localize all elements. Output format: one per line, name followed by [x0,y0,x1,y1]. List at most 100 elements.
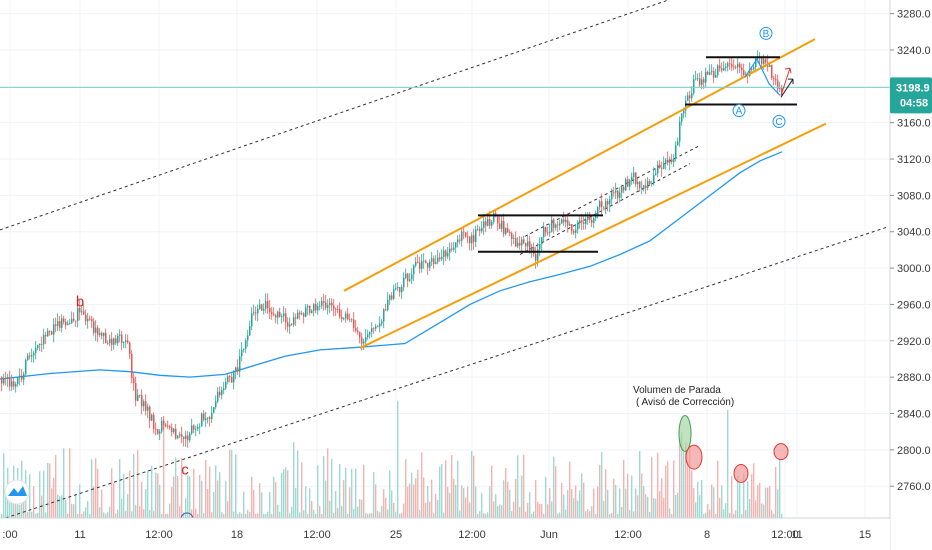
candle-body [297,312,299,319]
candle-body [319,305,321,307]
volume-bar [561,482,563,518]
volume-bar [563,494,565,518]
candle-body [633,172,635,178]
volume-bar [153,510,155,518]
candle-body [43,334,45,345]
volume-bar [717,460,719,518]
volume-bar [87,501,89,518]
x-tick-label: 12:00 [771,529,799,541]
candle-body [479,228,481,232]
volume-bar [207,488,209,518]
candle-body [467,236,469,238]
volume-bar [47,462,49,518]
candle-body [583,222,585,224]
volume-bar [303,510,305,518]
volume-bar [65,499,67,518]
candle-body [181,434,183,437]
candle-body [31,355,33,357]
volume-bar [117,509,119,518]
candle-body [765,59,767,63]
candle-body [1,377,3,384]
volume-bar [645,494,647,518]
candle-body [261,304,263,311]
candle-body [273,314,275,316]
volume-bar [477,513,479,518]
candle-body [483,221,485,228]
candle-body [505,228,507,234]
volume-bar [639,450,641,518]
volume-bar [647,496,649,518]
volume-bar [653,498,655,518]
candle-body [617,190,619,198]
candle-body [437,257,439,263]
candle-body [303,313,305,317]
volume-bar [765,487,767,518]
candle-body [477,228,479,230]
candle-body [395,288,397,290]
volume-bar [407,486,409,518]
x-tick-label: Jun [540,529,558,541]
candle-body [35,347,37,353]
candle-body [349,319,351,321]
volume-bar [591,505,593,518]
volume-bar [623,459,625,518]
volume-bar [709,509,711,518]
volume-bar [81,513,83,518]
candle-body [641,187,643,189]
volume-bar [405,459,407,518]
volume-bar [155,472,157,518]
volume-bar [641,473,643,518]
volume-bar [211,512,213,518]
volume-bar [1,514,3,518]
volume-bar [779,458,781,518]
volume-bar [625,488,627,518]
volume-bar [713,487,715,518]
annotations: b c B A C Volumen de Parada( Avisó de Correcc… [4,26,794,526]
volume-bar [711,484,713,518]
candle-body [677,141,679,146]
candle-body [683,110,685,114]
volume-bar [285,467,287,518]
volume-bar [221,512,223,518]
candle-body [289,324,291,327]
volume-bar [727,409,729,518]
candle-body [551,219,553,232]
candle-body [217,391,219,402]
candle-body [613,192,615,194]
candle-body [163,420,165,425]
candle-body [109,338,111,344]
volume-bar [289,513,291,518]
volume-bar [125,510,127,518]
price-tag [890,77,932,114]
candle-body [753,67,755,70]
candle-body [265,301,267,309]
volume-bars [1,400,783,518]
candle-body [591,219,593,223]
volume-bar [605,469,607,518]
candle-body [153,414,155,429]
candle-body [499,223,501,229]
volume-bar [387,509,389,518]
volume-bar [369,513,371,518]
volume-bar [659,491,661,518]
candle-body [587,216,589,220]
volume-ellipse [678,414,692,452]
candle-body [321,301,323,306]
candle-body [49,330,51,332]
candle-body [597,207,599,217]
candle-body [629,180,631,187]
candle-body [405,273,407,278]
volume-bar [433,513,435,518]
x-tick-label: 12:00 [303,529,331,541]
volume-bar [209,466,211,518]
volume-bar [381,505,383,518]
volume-bar [643,486,645,518]
candle-body [763,59,765,64]
volume-bar [529,492,531,518]
volume-bar [215,465,217,518]
candle-body [223,388,225,391]
volume-bar [475,486,477,518]
volume-bar [281,473,283,518]
candle-body [733,66,735,68]
